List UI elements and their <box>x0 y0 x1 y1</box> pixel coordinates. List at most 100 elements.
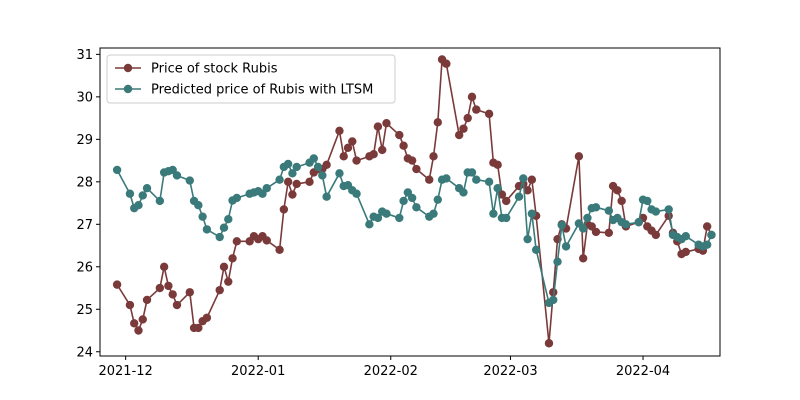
data-point <box>125 189 135 198</box>
data-point <box>335 126 344 136</box>
y-tick-label: 28 <box>76 175 93 190</box>
data-point <box>309 154 318 163</box>
data-point <box>707 230 716 240</box>
series-layer <box>112 55 716 348</box>
data-point <box>322 192 331 201</box>
data-point <box>399 141 408 150</box>
data-point <box>484 109 494 119</box>
data-point <box>553 257 562 266</box>
data-point <box>313 162 323 172</box>
data-point <box>557 220 566 230</box>
data-point <box>514 192 524 201</box>
legend-item-1: Price of stock Rubis <box>115 62 278 77</box>
data-point <box>142 295 152 305</box>
legend-marker <box>123 63 133 73</box>
data-point <box>343 143 353 153</box>
data-point <box>279 205 289 214</box>
data-point <box>185 288 194 297</box>
data-point <box>112 165 122 175</box>
data-point <box>484 177 494 187</box>
data-point <box>365 220 374 229</box>
data-point <box>224 277 233 286</box>
data-point <box>202 313 212 322</box>
data-point <box>664 205 673 214</box>
series-2 <box>112 154 716 308</box>
data-point <box>634 217 643 227</box>
data-point <box>433 118 442 127</box>
data-point <box>591 227 601 237</box>
data-point <box>228 254 237 263</box>
y-tick-label: 25 <box>76 303 93 318</box>
data-point <box>412 203 421 212</box>
data-point <box>429 209 438 218</box>
y-tick-label: 24 <box>76 345 93 360</box>
data-point <box>352 189 361 198</box>
data-point <box>407 156 417 165</box>
data-point <box>198 212 207 221</box>
y-tick-label: 30 <box>76 90 93 105</box>
data-point <box>459 188 468 197</box>
data-point <box>215 232 224 242</box>
data-point <box>454 130 464 140</box>
data-point <box>275 245 284 254</box>
data-point <box>373 122 383 131</box>
data-point <box>651 230 661 240</box>
axes-frame <box>99 47 721 357</box>
data-point <box>134 326 143 335</box>
data-point <box>681 232 690 241</box>
data-point <box>215 285 224 295</box>
data-point <box>288 169 297 178</box>
data-point <box>578 224 588 233</box>
data-point <box>574 152 584 161</box>
data-point <box>172 171 182 180</box>
data-point <box>288 190 297 199</box>
data-point <box>613 186 622 195</box>
data-point <box>262 236 271 245</box>
data-point <box>527 175 537 184</box>
data-point <box>702 222 712 231</box>
data-point <box>125 300 135 310</box>
data-point <box>544 339 554 348</box>
data-point <box>493 183 502 193</box>
data-point <box>549 295 558 305</box>
data-point <box>219 223 229 232</box>
data-point <box>643 196 652 206</box>
data-point <box>382 118 391 128</box>
data-point <box>194 323 203 333</box>
data-point <box>164 281 173 291</box>
data-point <box>134 200 143 210</box>
data-point <box>155 283 165 293</box>
x-tick-label: 2022-01 <box>231 364 285 379</box>
data-point <box>459 124 468 133</box>
data-point <box>159 262 169 271</box>
data-point <box>185 176 194 185</box>
data-point <box>561 242 571 251</box>
data-point <box>433 195 442 204</box>
data-point <box>429 152 438 161</box>
data-point <box>283 159 293 169</box>
data-point <box>604 228 614 237</box>
data-point <box>531 245 541 254</box>
data-point <box>591 203 601 212</box>
data-point <box>155 196 165 206</box>
data-point <box>352 156 361 165</box>
data-point <box>172 300 182 310</box>
data-point <box>578 254 588 263</box>
data-point <box>335 169 344 178</box>
legend-item-2: Predicted price of Rubis with LTSM <box>115 83 373 98</box>
data-point <box>224 215 233 224</box>
data-point <box>318 171 327 180</box>
data-point <box>472 175 481 184</box>
y-tick-label: 31 <box>76 48 93 63</box>
data-point <box>527 209 537 218</box>
data-point <box>232 237 242 246</box>
data-point <box>202 225 212 234</box>
data-point <box>112 280 122 289</box>
data-point <box>262 183 271 193</box>
y-tick-label: 26 <box>76 260 93 275</box>
data-point <box>407 193 417 203</box>
data-point <box>219 262 229 271</box>
data-point <box>194 200 203 210</box>
axes-layer: 2021-12 2022-01 2022-02 2022-03 2022-04 24 25 2… <box>76 47 721 379</box>
